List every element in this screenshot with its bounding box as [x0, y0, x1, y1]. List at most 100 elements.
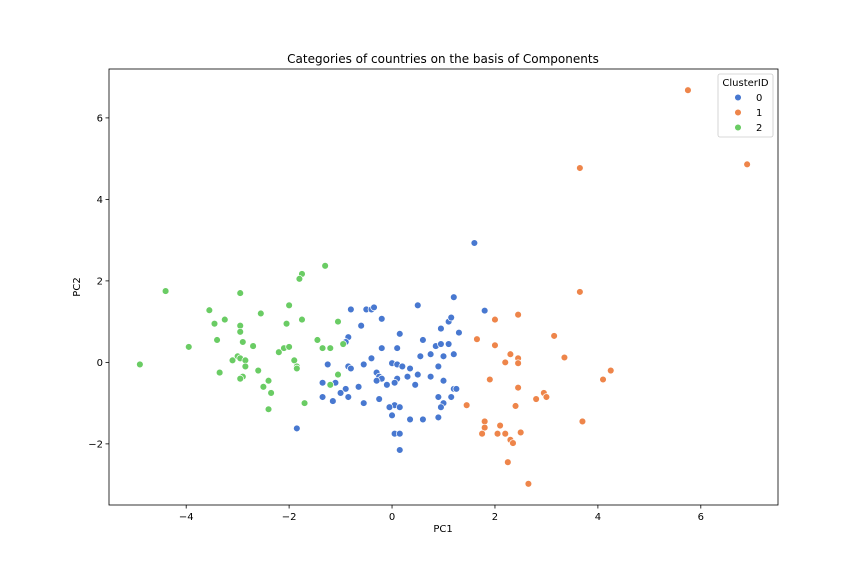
data-point-cluster-0: [403, 372, 412, 381]
data-point-cluster-1: [516, 428, 525, 437]
data-point-cluster-2: [136, 360, 144, 369]
data-point-cluster-0: [393, 344, 401, 352]
data-point-cluster-2: [318, 344, 327, 352]
data-point-cluster-1: [501, 358, 510, 367]
data-point-cluster-1: [599, 375, 607, 384]
legend-label-cluster-2: 2: [756, 123, 762, 134]
data-point-cluster-1: [578, 417, 587, 426]
data-point-cluster-1: [514, 383, 522, 392]
data-point-cluster-0: [398, 362, 407, 371]
data-point-cluster-0: [455, 328, 463, 337]
data-point-cluster-2: [239, 338, 247, 346]
data-point-cluster-0: [434, 362, 443, 371]
data-point-cluster-0: [396, 446, 404, 454]
y-axis: −2 0 2 4 6: [88, 113, 109, 450]
data-point-cluster-0: [396, 429, 404, 438]
data-point-cluster-2: [213, 336, 221, 344]
data-point-cluster-0: [354, 383, 363, 391]
data-point-cluster-1: [684, 86, 692, 94]
data-point-cluster-1: [514, 310, 522, 319]
data-point-cluster-1: [514, 359, 522, 367]
data-point-cluster-0: [414, 370, 422, 379]
plot-area: [108, 68, 779, 506]
legend-marker-cluster-1: [734, 108, 742, 117]
data-point-cluster-2: [326, 381, 335, 389]
data-point-cluster-1: [576, 288, 584, 296]
data-point-cluster-0: [357, 321, 365, 330]
data-point-cluster-2: [326, 344, 335, 352]
data-point-cluster-2: [298, 315, 306, 324]
data-point-cluster-2: [264, 376, 273, 385]
data-point-cluster-0: [336, 389, 345, 397]
x-axis: −4 −2 0 2 4 6: [179, 505, 704, 523]
data-point-cluster-0: [470, 239, 479, 247]
data-point-cluster-1: [560, 353, 569, 362]
data-point-cluster-0: [426, 350, 435, 358]
legend-marker-cluster-2: [734, 123, 742, 132]
data-point-cluster-0: [323, 360, 332, 369]
data-point-cluster-0: [437, 403, 445, 411]
data-point-cluster-1: [491, 341, 499, 350]
data-point-cluster-2: [295, 275, 304, 283]
data-point-cluster-0: [396, 403, 404, 411]
data-point-cluster-2: [205, 306, 214, 314]
data-point-cluster-1: [509, 439, 517, 447]
x-tick-label: −2: [282, 512, 297, 523]
data-point-cluster-0: [450, 350, 458, 358]
data-point-cluster-0: [419, 415, 427, 424]
data-point-cluster-0: [341, 385, 350, 393]
data-point-cluster-2: [221, 315, 229, 324]
data-point-cluster-0: [359, 399, 368, 407]
y-axis-label: PC2: [72, 277, 83, 296]
data-point-cluster-0: [344, 393, 353, 401]
data-point-cluster-2: [334, 370, 342, 379]
data-point-cluster-0: [377, 344, 386, 352]
data-point-cluster-0: [370, 303, 378, 312]
data-point-cluster-2: [228, 356, 237, 365]
data-point-cluster-0: [447, 393, 455, 401]
data-point-cluster-0: [377, 315, 386, 323]
data-point-cluster-0: [367, 354, 376, 363]
data-point-cluster-2: [285, 301, 293, 310]
data-point-cluster-1: [524, 480, 533, 488]
data-point-cluster-2: [264, 405, 273, 413]
data-point-cluster-0: [347, 305, 355, 314]
y-tick-label: 6: [97, 113, 103, 124]
data-point-cluster-2: [185, 343, 193, 351]
data-point-cluster-1: [501, 429, 510, 438]
data-point-cluster-1: [491, 315, 499, 324]
data-point-cluster-2: [300, 399, 309, 407]
chart-title: Categories of countries on the basis of …: [287, 52, 599, 66]
legend-title: ClusterID: [722, 78, 768, 89]
data-point-cluster-2: [321, 262, 329, 270]
data-point-cluster-0: [480, 306, 489, 315]
data-point-cluster-1: [542, 393, 551, 401]
data-point-cluster-1: [743, 160, 751, 169]
data-point-cluster-2: [285, 343, 293, 351]
data-point-cluster-1: [473, 335, 481, 343]
data-point-cluster-0: [439, 376, 448, 385]
data-point-cluster-2: [161, 287, 170, 295]
data-point-cluster-0: [388, 411, 396, 420]
data-point-cluster-0: [452, 385, 461, 393]
data-point-cluster-1: [550, 332, 558, 340]
y-tick-label: 2: [97, 276, 103, 287]
data-point-cluster-2: [293, 364, 301, 373]
legend-frame: [717, 73, 774, 138]
data-point-cluster-0: [390, 379, 399, 387]
data-point-cluster-0: [406, 364, 414, 373]
data-point-cluster-0: [447, 313, 455, 322]
data-point-cluster-0: [406, 415, 414, 424]
data-point-cluster-2: [267, 389, 275, 397]
data-point-cluster-2: [236, 328, 244, 336]
data-point-cluster-2: [249, 342, 257, 350]
data-point-cluster-1: [462, 401, 471, 409]
data-point-cluster-1: [606, 366, 615, 375]
legend-label-cluster-0: 0: [756, 93, 762, 104]
data-point-cluster-1: [576, 164, 584, 172]
data-point-cluster-2: [257, 309, 265, 318]
data-point-cluster-0: [396, 330, 404, 338]
legend: ClusterID 0 1 2: [717, 73, 774, 138]
data-point-cluster-2: [334, 317, 342, 326]
y-tick-label: −2: [88, 439, 103, 450]
